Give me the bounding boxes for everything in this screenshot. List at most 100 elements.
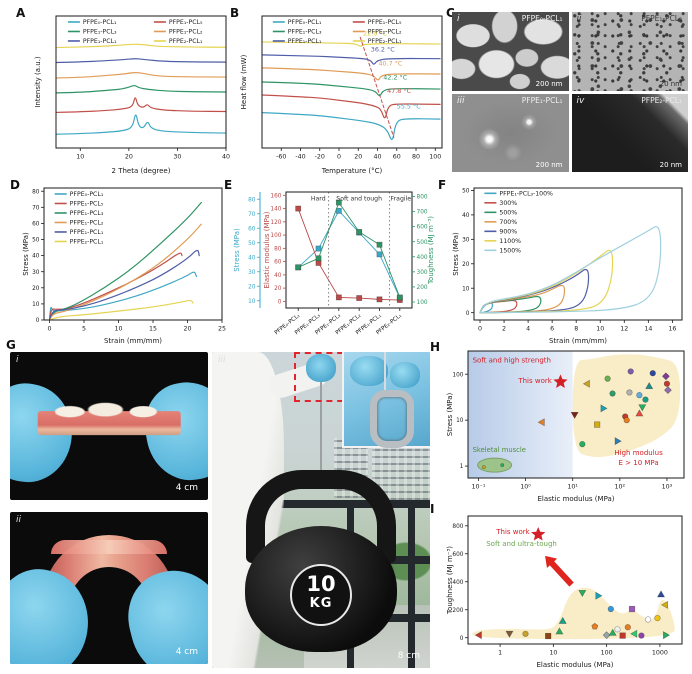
tem-roman-iv: iv xyxy=(576,95,585,106)
tem-sample-iv: PFPE₂-PCL₁ xyxy=(641,95,682,105)
carabiner-inset xyxy=(342,352,430,448)
svg-text:4: 4 xyxy=(526,326,530,333)
svg-text:-60: -60 xyxy=(276,154,286,161)
svg-text:1: 1 xyxy=(460,464,464,470)
svg-text:0: 0 xyxy=(36,318,40,324)
svg-text:40: 40 xyxy=(222,154,230,161)
slab-topping xyxy=(54,401,164,419)
svg-text:20: 20 xyxy=(32,286,40,292)
svg-text:80: 80 xyxy=(32,189,40,195)
svg-text:36.2 °C: 36.2 °C xyxy=(371,45,395,53)
svg-text:140: 140 xyxy=(270,207,281,213)
photo-iii-scalebar: 8 cm xyxy=(397,651,420,661)
panel-b-letter: B xyxy=(230,6,240,20)
svg-text:40.7 °C: 40.7 °C xyxy=(378,60,402,68)
svg-text:20: 20 xyxy=(248,284,256,290)
svg-text:40: 40 xyxy=(374,154,382,161)
panel-d-letter: D xyxy=(10,178,20,192)
panel-i-letter: I xyxy=(430,502,435,516)
svg-text:10⁰: 10⁰ xyxy=(520,484,531,491)
svg-text:Elastic modulus (MPa): Elastic modulus (MPa) xyxy=(537,661,614,669)
kettlebell: 10 KG xyxy=(245,470,397,652)
svg-text:5: 5 xyxy=(82,326,86,333)
panel-a-letter: A xyxy=(16,6,26,20)
railing-bar xyxy=(212,500,430,508)
tem-image-iv: iv PFPE₂-PCL₁ 20 nm xyxy=(571,93,688,172)
tem-scalebar-iv: 20 nm xyxy=(659,161,682,169)
carabiner xyxy=(370,390,414,448)
tem-image-grid: i PFPE₀-PCL₁ 200 nm ii PFPE₁-PCL₃ 20 nm … xyxy=(452,12,688,172)
svg-text:100: 100 xyxy=(452,372,463,378)
svg-text:PFPE₁-PCL₂: PFPE₁-PCL₂ xyxy=(368,29,402,36)
svg-text:Soft and high strength: Soft and high strength xyxy=(473,356,551,364)
svg-text:Strain (mm/mm): Strain (mm/mm) xyxy=(549,337,607,345)
svg-text:80: 80 xyxy=(274,246,282,252)
svg-text:20: 20 xyxy=(462,262,470,268)
svg-text:2: 2 xyxy=(502,326,506,333)
svg-text:70: 70 xyxy=(32,205,40,211)
svg-text:Fragile: Fragile xyxy=(391,196,412,203)
photo-i-scalebar: 4 cm xyxy=(175,483,198,493)
svg-text:80: 80 xyxy=(248,197,256,203)
svg-text:22.0 °C: 22.0 °C xyxy=(363,29,387,37)
svg-text:PFPE₁-PCL₁: PFPE₁-PCL₁ xyxy=(83,38,117,45)
svg-text:70: 70 xyxy=(248,212,256,218)
svg-text:PFPE₂-PCL₁: PFPE₂-PCL₁ xyxy=(368,38,402,45)
svg-text:30: 30 xyxy=(173,154,181,161)
svg-text:Stress (MPa): Stress (MPa) xyxy=(233,228,241,272)
svg-text:1500%: 1500% xyxy=(499,248,521,255)
svg-text:30: 30 xyxy=(248,270,256,276)
svg-text:80: 80 xyxy=(412,154,420,161)
photo-ii-scalebar: 4 cm xyxy=(175,647,198,657)
photo-i-roman: i xyxy=(16,355,19,365)
svg-text:10⁻¹: 10⁻¹ xyxy=(472,484,486,491)
tem-sample-i: PFPE₀-PCL₁ xyxy=(521,14,563,23)
inset-wire xyxy=(384,352,386,392)
stress-vs-modulus-scatter: 10⁻¹ 10⁰ 10¹ 10² 10³ Elastic modulus (MPa) 1 10… xyxy=(446,350,685,503)
svg-text:0: 0 xyxy=(48,326,52,333)
svg-text:400: 400 xyxy=(452,580,463,586)
svg-text:Toughness (MJ m⁻³): Toughness (MJ m⁻³) xyxy=(446,546,454,615)
svg-text:500%: 500% xyxy=(499,210,517,217)
svg-text:10²: 10² xyxy=(615,484,626,491)
svg-text:-20: -20 xyxy=(315,154,325,161)
modulus-toughness-chart: PFPE₀-PCL₁PFPE₁-PCL₅PFPE₁-PCL₃PFPE₁-PCL₂… xyxy=(233,191,435,336)
svg-text:PFPE₁-PCL₃: PFPE₁-PCL₃ xyxy=(288,29,322,36)
svg-text:20: 20 xyxy=(125,154,133,161)
svg-text:2 Theta (degree): 2 Theta (degree) xyxy=(112,167,171,175)
stress-strain-chart: 0 5 10 15 20 25 Strain (mm/mm) 0 10 20 30 40 50 60 70 8… xyxy=(22,187,226,345)
svg-text:E > 10 MPa: E > 10 MPa xyxy=(619,459,659,467)
svg-text:10: 10 xyxy=(115,326,123,333)
svg-text:400: 400 xyxy=(417,255,428,261)
svg-text:6: 6 xyxy=(550,326,554,333)
railing-post xyxy=(408,500,416,668)
toughness-vs-modulus-scatter: 1 10 100 1000 Elastic modulus (MPa) 0 200 400 60… xyxy=(446,515,683,669)
tem-sample-iii: PFPE₁-PCL₁ xyxy=(521,95,563,105)
svg-text:Strain (mm/mm): Strain (mm/mm) xyxy=(104,337,162,345)
svg-text:40: 40 xyxy=(32,254,40,260)
svg-text:10: 10 xyxy=(462,286,470,292)
svg-text:PFPE₀-PCL₁: PFPE₀-PCL₁ xyxy=(83,19,117,26)
svg-text:200: 200 xyxy=(417,285,428,291)
svg-text:12: 12 xyxy=(620,326,628,333)
svg-text:PFPE₁-PCL₃-100%: PFPE₁-PCL₃-100% xyxy=(499,191,553,198)
svg-text:60: 60 xyxy=(274,260,282,266)
svg-text:1000: 1000 xyxy=(652,650,668,657)
panel-f-letter: F xyxy=(438,178,447,192)
svg-text:Skeletal muscle: Skeletal muscle xyxy=(473,446,526,454)
photo-kettlebell: 10 KG iii 8 cm xyxy=(212,352,430,668)
svg-text:50: 50 xyxy=(462,189,470,195)
svg-text:300: 300 xyxy=(417,270,428,276)
svg-text:PFPE₁-PCL₂: PFPE₁-PCL₂ xyxy=(169,29,203,36)
svg-text:25: 25 xyxy=(218,326,226,333)
svg-text:100: 100 xyxy=(417,300,428,306)
svg-text:PFPE₁-PCL₅: PFPE₁-PCL₅ xyxy=(368,19,402,26)
photo-iii-roman: iii xyxy=(218,355,226,365)
svg-text:Intensity (a.u.): Intensity (a.u.) xyxy=(34,56,42,108)
svg-text:PFPE₁-PCL₁: PFPE₁-PCL₁ xyxy=(288,38,322,45)
svg-text:8: 8 xyxy=(574,326,578,333)
svg-text:100: 100 xyxy=(601,650,613,657)
svg-text:50: 50 xyxy=(248,241,256,247)
svg-text:PFPE₀-PCL₁: PFPE₀-PCL₁ xyxy=(70,191,104,198)
